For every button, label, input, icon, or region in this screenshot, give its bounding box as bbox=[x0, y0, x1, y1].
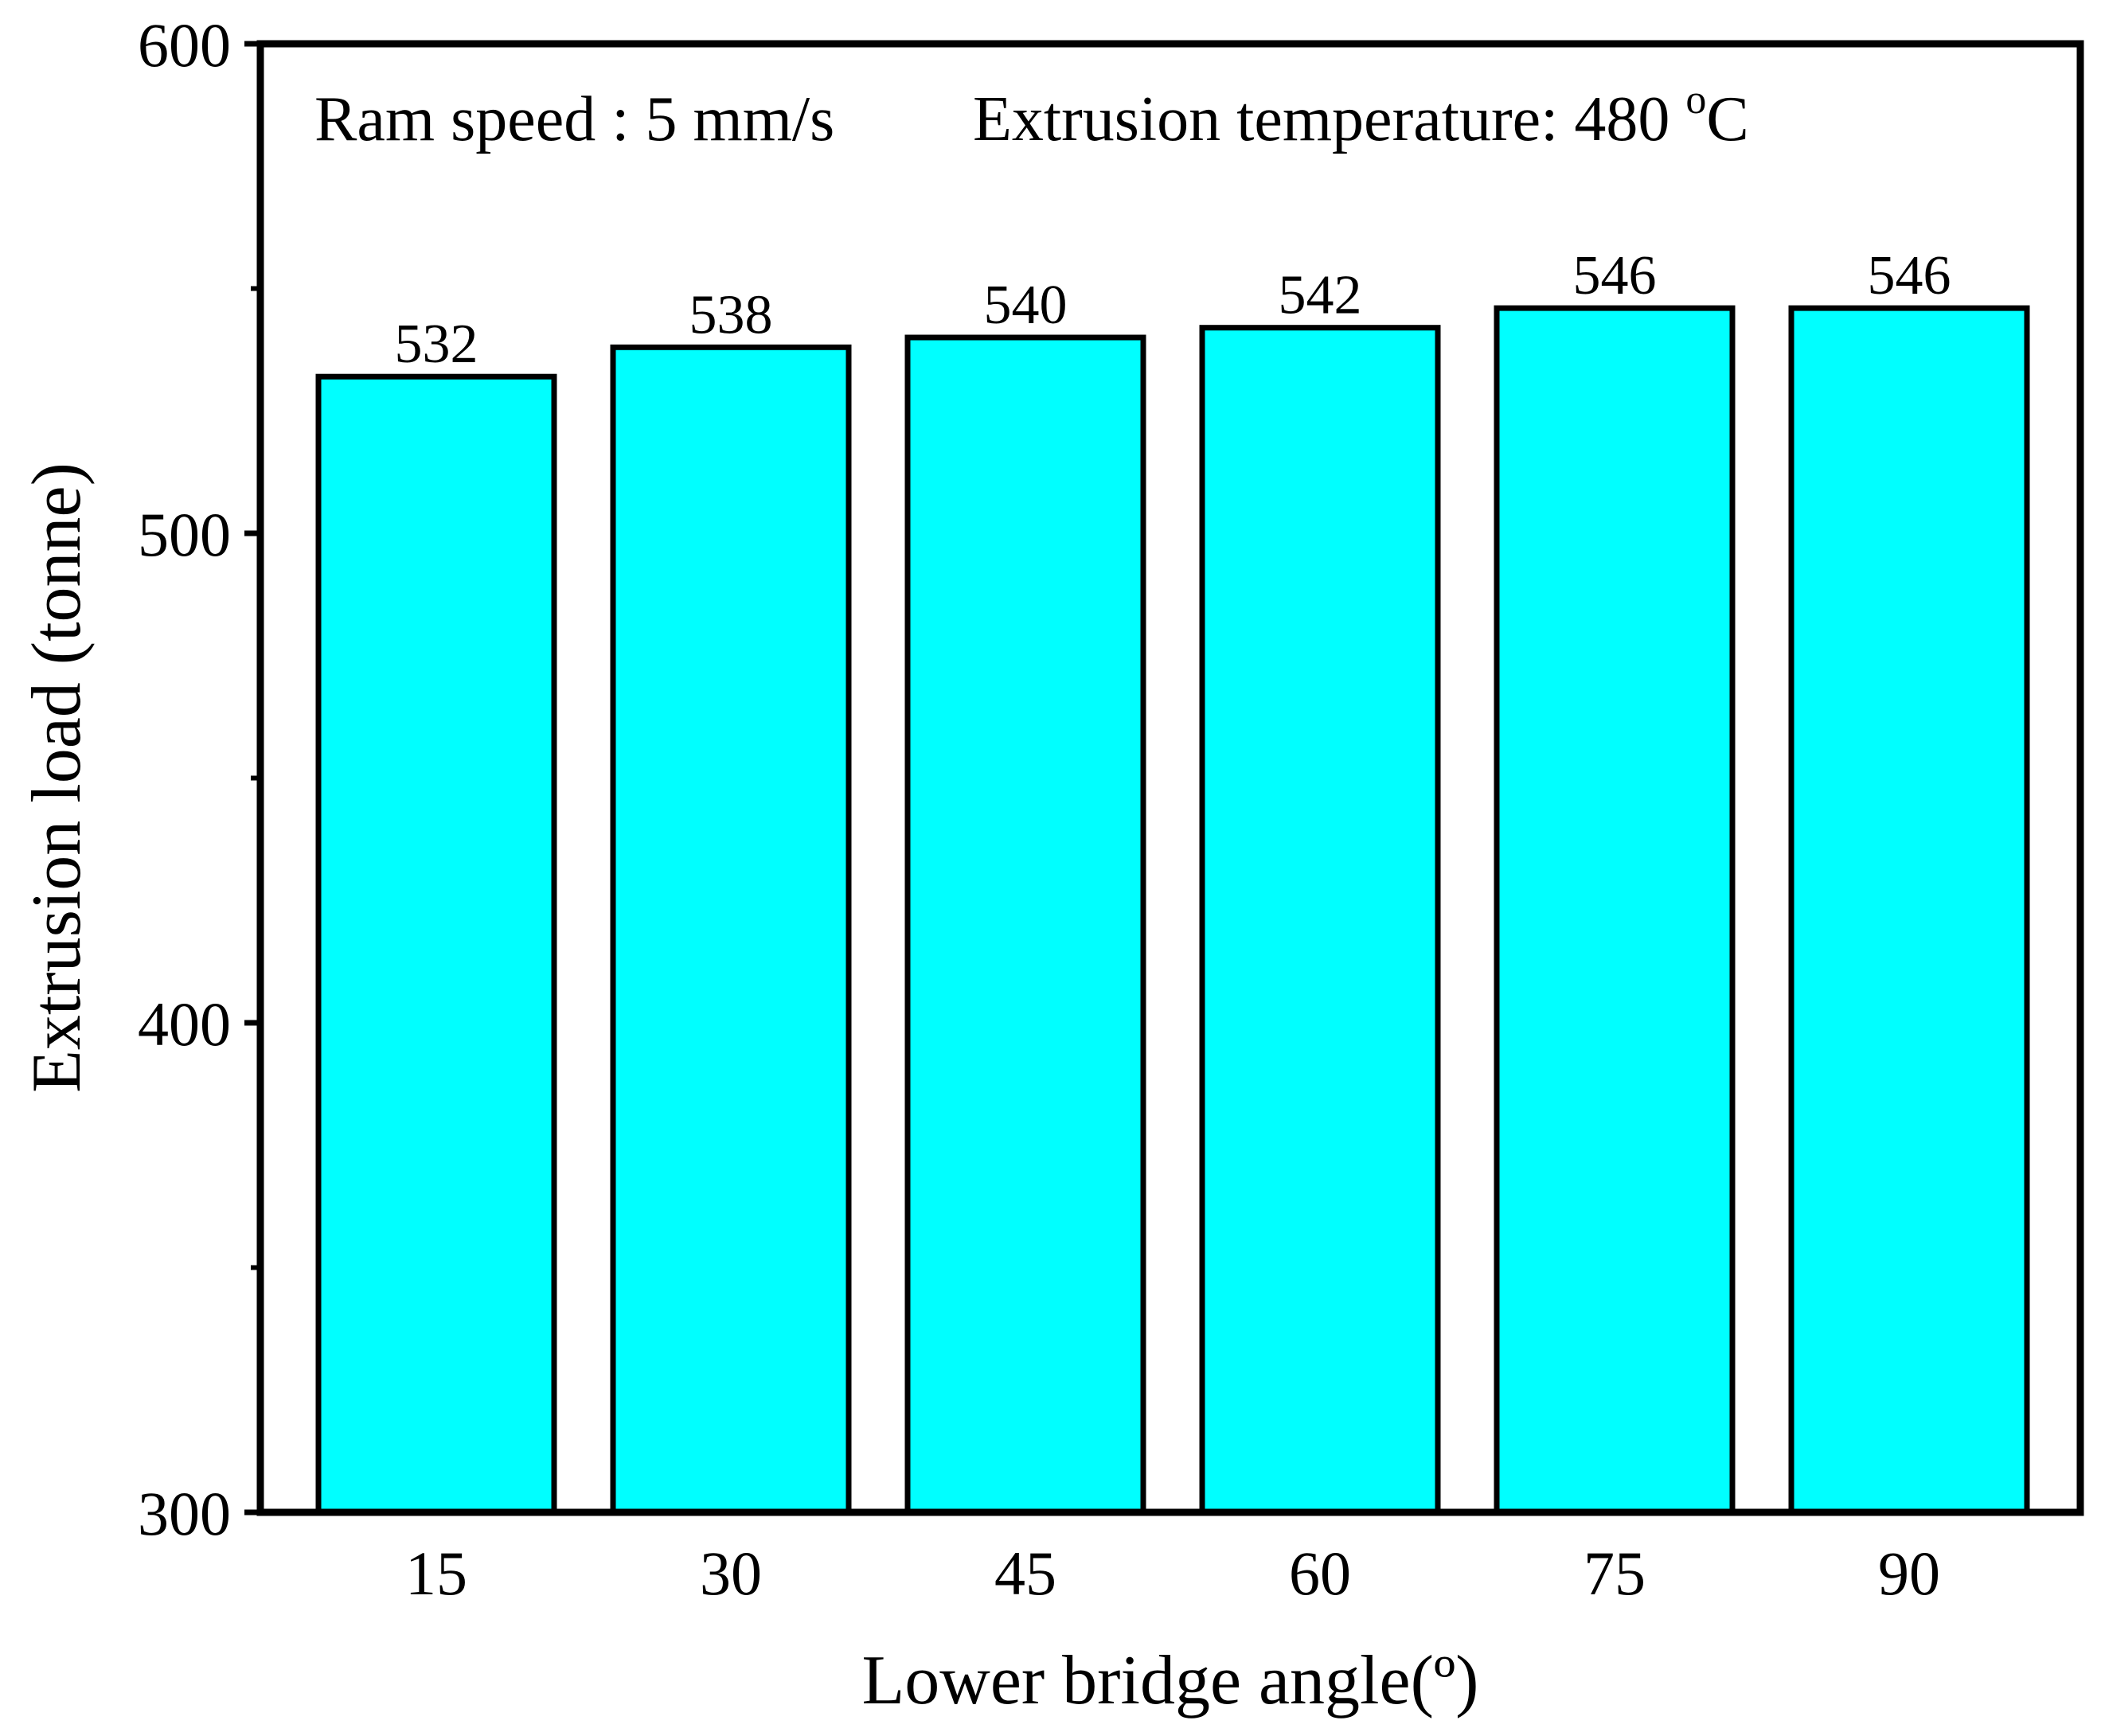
bars: 532 538 540 542 546 546 bbox=[315, 245, 2030, 1516]
annotation-temperature-prefix: Extrusion temperature: 480 bbox=[973, 84, 1685, 154]
bar-75 bbox=[1494, 305, 1736, 1516]
bar-45 bbox=[904, 334, 1146, 1516]
x-axis-title: Lower bridge angle(º) bbox=[862, 1642, 1479, 1719]
annotation-temperature-unit: C bbox=[1706, 84, 1748, 154]
y-tick-label-500: 500 bbox=[138, 500, 231, 569]
bar-value-label-75: 546 bbox=[1573, 245, 1657, 306]
x-tick-label-60: 60 bbox=[1289, 1539, 1351, 1608]
x-tick-label-30: 30 bbox=[700, 1539, 762, 1608]
bar-value-label-90: 546 bbox=[1868, 245, 1951, 306]
x-tick-label-45: 45 bbox=[994, 1539, 1056, 1608]
bar-value-label-15: 532 bbox=[395, 314, 478, 375]
y-tick-label-600: 600 bbox=[138, 10, 231, 80]
axis-ticks: 15 30 45 60 75 90 300 400 500 600 bbox=[138, 10, 1940, 1608]
y-tick-label-300: 300 bbox=[138, 1479, 231, 1548]
annotation-temperature: Extrusion temperature: 480 oC bbox=[973, 77, 1749, 154]
y-tick-label-400: 400 bbox=[138, 989, 231, 1059]
x-tick-label-90: 90 bbox=[1878, 1539, 1940, 1608]
y-axis-title: Extrusion load (tonne) bbox=[18, 462, 96, 1093]
bar-value-label-45: 540 bbox=[984, 275, 1068, 336]
plot-frame bbox=[256, 40, 2084, 1516]
bar-60 bbox=[1199, 325, 1441, 1516]
x-tick-label-15: 15 bbox=[405, 1539, 467, 1608]
bar-15 bbox=[315, 373, 557, 1516]
x-tick-label-75: 75 bbox=[1584, 1539, 1646, 1608]
bar-30 bbox=[610, 344, 852, 1516]
annotation-ram-speed: Ram speed : 5 mm/s bbox=[314, 84, 834, 154]
annotation-degree-symbol: o bbox=[1685, 77, 1706, 123]
bar-value-label-30: 538 bbox=[689, 284, 773, 345]
bar-value-label-60: 542 bbox=[1279, 265, 1362, 326]
bar-90 bbox=[1788, 305, 2030, 1516]
